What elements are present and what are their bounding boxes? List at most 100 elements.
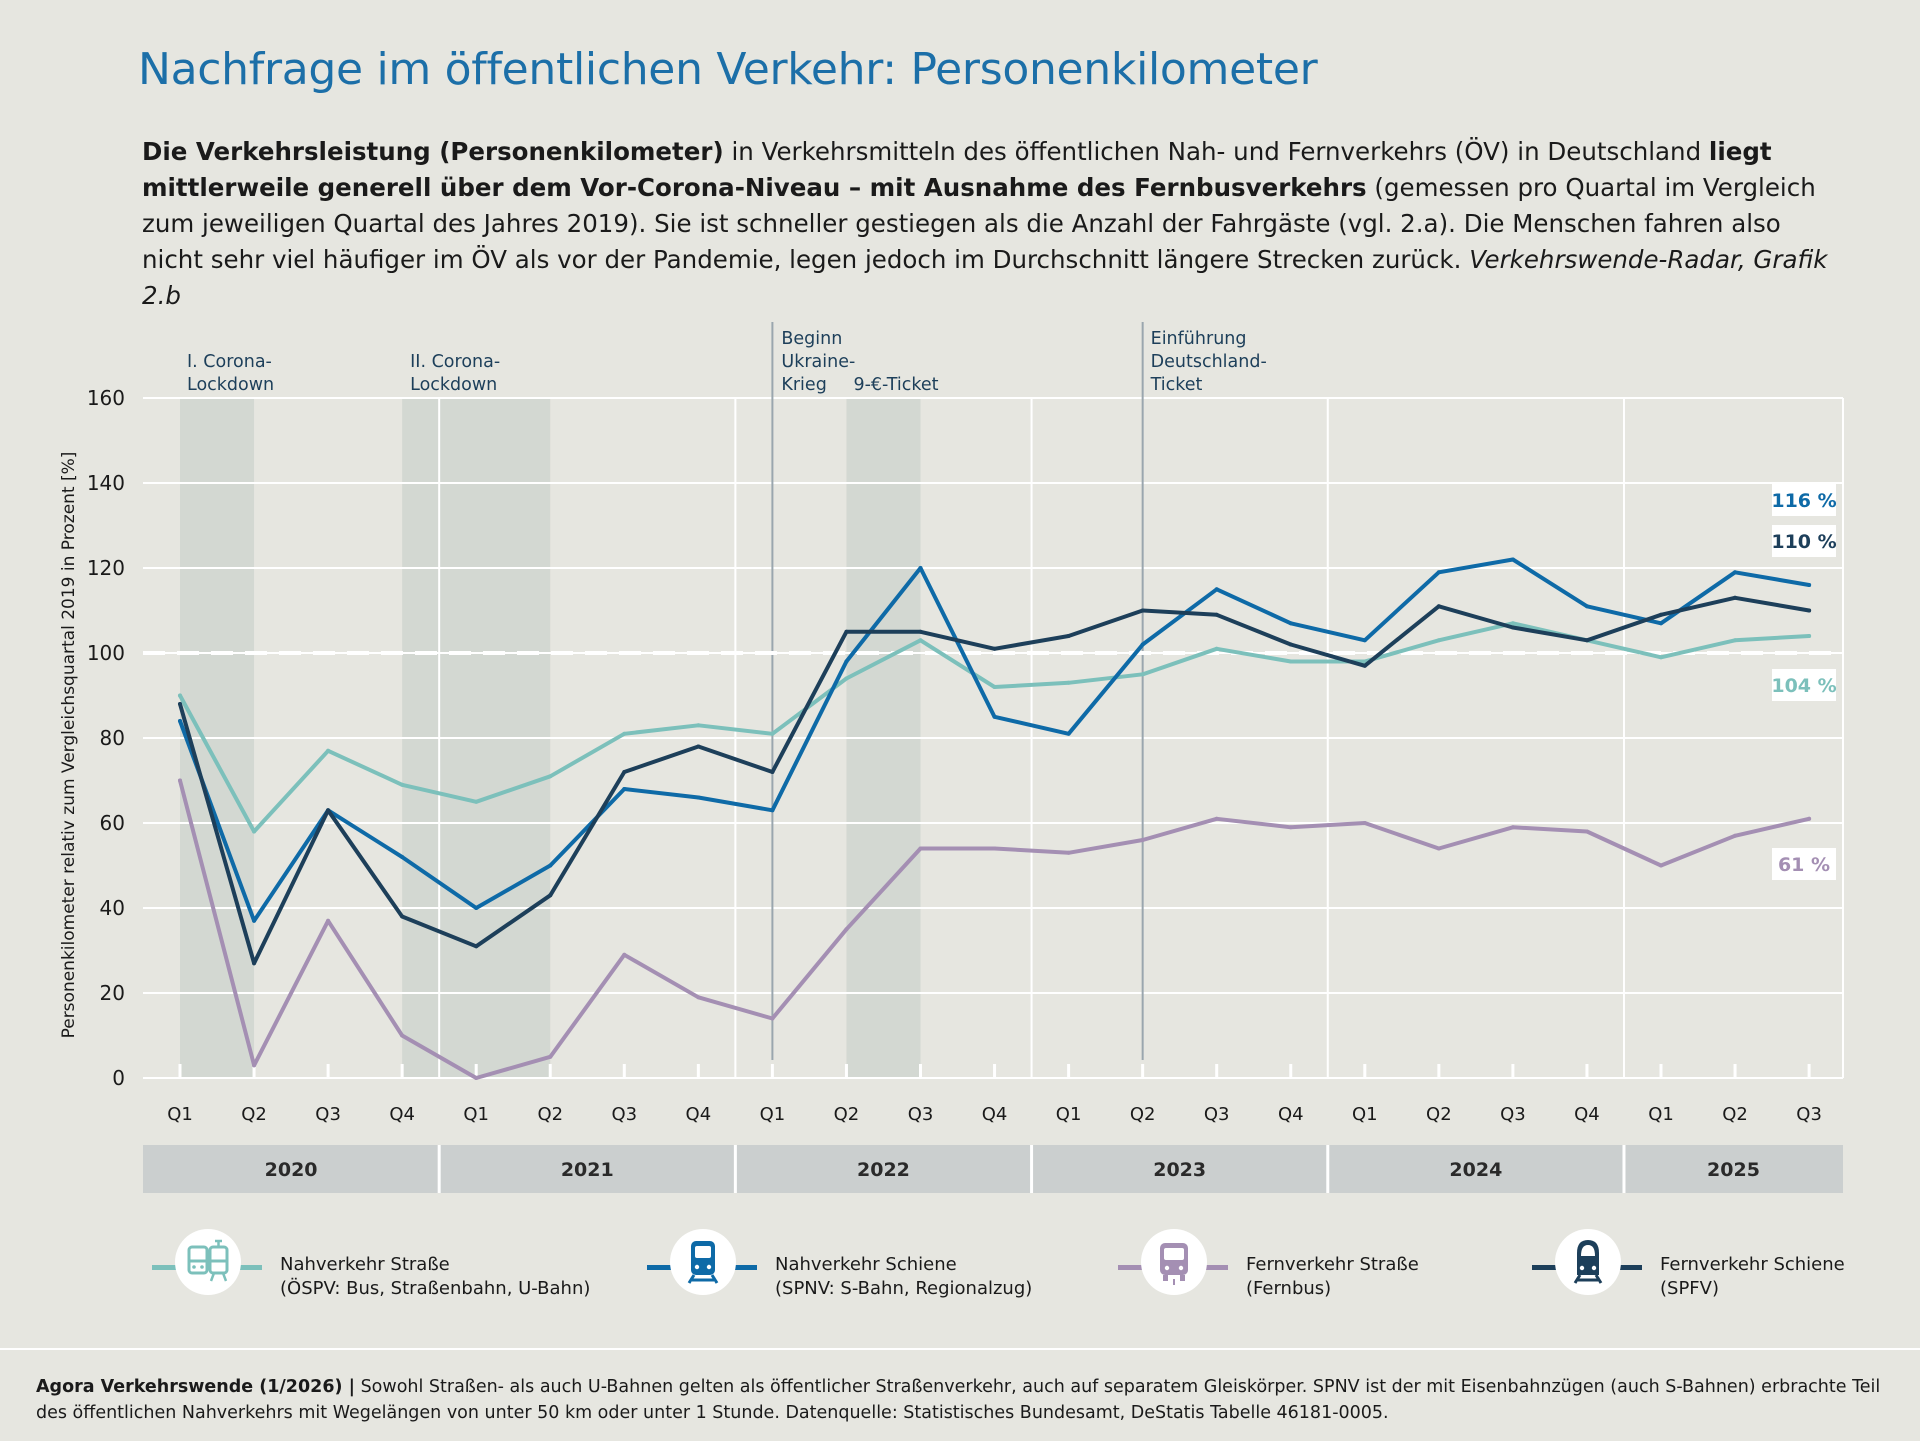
line-chart: 0 20 40 60 80 100 120 140 160 Personenkilometer … xyxy=(59,322,1844,1193)
x-tick-label: Q2 xyxy=(1426,1104,1452,1125)
data-point xyxy=(1807,583,1812,587)
data-point xyxy=(1288,642,1293,647)
legend-label-name: Nahverkehr Straße xyxy=(280,1254,450,1275)
data-point xyxy=(918,638,923,643)
data-point xyxy=(548,893,553,898)
x-tick-label: Q2 xyxy=(1722,1104,1748,1125)
x-tick-label: Q3 xyxy=(611,1104,637,1125)
x-tick-label: Q1 xyxy=(463,1104,489,1125)
event-lines xyxy=(771,322,1144,1060)
data-point xyxy=(1066,850,1071,855)
data-point xyxy=(252,829,257,834)
data-point xyxy=(400,782,405,787)
legend-label: Nahverkehr Schiene (SPNV: S-Bahn, Regiona… xyxy=(775,1253,1032,1301)
x-tick-label: Q4 xyxy=(1278,1104,1304,1125)
series-lines xyxy=(178,557,1812,1080)
year-label-2021: 2021 xyxy=(561,1159,614,1181)
high-speed-train-icon xyxy=(1555,1229,1621,1295)
data-point xyxy=(992,646,997,651)
legend-label-name: Nahverkehr Schiene xyxy=(775,1254,957,1275)
data-point xyxy=(1584,829,1589,834)
data-point xyxy=(1510,625,1515,630)
regional-train-icon xyxy=(670,1229,736,1295)
data-point xyxy=(696,744,701,749)
legend-item-1: Nahverkehr Schiene (SPNV: S-Bahn, Regiona… xyxy=(647,1225,1032,1315)
data-point xyxy=(1659,655,1663,660)
data-point xyxy=(1362,638,1367,643)
legend-label-name: Fernverkehr Schiene xyxy=(1660,1254,1845,1275)
footer-text: Agora Verkehrswende (1/2026) | Sowohl St… xyxy=(36,1374,1896,1426)
data-point xyxy=(400,914,405,919)
intro-bold-1: Die Verkehrsleistung (Personenkilometer) xyxy=(142,137,724,166)
data-point xyxy=(178,778,182,783)
x-tick-label: Q3 xyxy=(315,1104,341,1125)
data-point xyxy=(178,693,182,698)
x-tick-label: Q3 xyxy=(1500,1104,1526,1125)
data-point xyxy=(252,1063,257,1068)
data-point xyxy=(1140,672,1145,677)
data-point xyxy=(844,676,849,681)
legend-label-sub: (ÖSPV: Bus, Straßenbahn, U-Bahn) xyxy=(280,1278,591,1299)
annotation-lockdown-2: II. Corona-Lockdown xyxy=(410,352,500,395)
data-point xyxy=(1288,659,1293,664)
data-point xyxy=(1140,642,1145,647)
data-point xyxy=(1288,825,1293,830)
data-point xyxy=(1733,595,1738,600)
data-point xyxy=(548,774,553,779)
bus-tram-icon xyxy=(175,1229,241,1295)
data-point xyxy=(770,731,775,736)
x-tick-label: Q1 xyxy=(1056,1104,1082,1125)
x-tick-label: Q3 xyxy=(1796,1104,1822,1125)
legend-label-sub: (SPFV) xyxy=(1660,1278,1719,1299)
data-point xyxy=(1140,838,1145,842)
intro-paragraph: Die Verkehrsleistung (Personenkilometer)… xyxy=(142,134,1842,314)
data-point xyxy=(326,918,331,923)
annotation-deutschland-ticket: Einführung Deutschland-Ticket xyxy=(1150,329,1267,395)
annotations: I. Corona-Lockdown II. Corona-Lockdown 9-€… xyxy=(187,329,1267,395)
x-tick-label: Q2 xyxy=(834,1104,860,1125)
year-label-2024: 2024 xyxy=(1449,1159,1502,1181)
data-point xyxy=(178,702,182,706)
legend-label: Nahverkehr Straße (ÖSPV: Bus, Straßenbahn… xyxy=(280,1253,590,1301)
x-tick-label: Q4 xyxy=(389,1104,415,1125)
intro-text-2: (gemessen pro Quartal im Vergleich zum j… xyxy=(142,173,1816,274)
data-point xyxy=(1436,846,1441,851)
intro-text-1: in Verkehrsmitteln des öffentlichen Nah-… xyxy=(723,137,1709,166)
annotation-ukraine-war: Beginn Ukraine-Krieg xyxy=(781,329,855,395)
data-point xyxy=(1436,604,1441,609)
data-point xyxy=(992,685,997,689)
end-label-0: 104 % xyxy=(1771,675,1836,697)
data-point xyxy=(844,927,849,932)
data-point xyxy=(474,906,479,910)
data-point xyxy=(252,918,257,923)
data-point xyxy=(1066,634,1071,638)
end-label-box xyxy=(1772,484,1836,516)
data-point xyxy=(474,799,479,804)
legend-label: Fernverkehr Straße (Fernbus) xyxy=(1246,1253,1419,1301)
annotation-lockdown-1: I. Corona-Lockdown xyxy=(187,352,274,395)
x-tick-label: Q4 xyxy=(982,1104,1008,1125)
data-point xyxy=(992,714,997,719)
x-tick-label: Q1 xyxy=(167,1104,193,1125)
end-label-3: 110 % xyxy=(1771,531,1836,553)
data-point xyxy=(918,629,923,634)
data-point xyxy=(178,719,182,723)
data-point xyxy=(1140,608,1145,613)
x-tick-label: Q1 xyxy=(1352,1104,1378,1125)
year-label-2025: 2025 xyxy=(1707,1159,1760,1181)
data-point xyxy=(1733,570,1738,575)
chart-title: Nachfrage im öffentlichen Verkehr: Perso… xyxy=(138,44,1318,95)
y-tick-label: 80 xyxy=(100,726,125,750)
data-point xyxy=(1584,638,1589,643)
data-point xyxy=(1584,604,1589,609)
data-point xyxy=(1807,608,1812,613)
end-label-box xyxy=(1772,848,1836,880)
data-point xyxy=(622,952,627,957)
data-point xyxy=(622,770,627,774)
data-point xyxy=(1510,825,1515,830)
data-point xyxy=(326,808,331,813)
data-point xyxy=(622,731,627,736)
data-point xyxy=(1214,587,1219,592)
data-point xyxy=(696,995,701,1000)
data-point xyxy=(1733,833,1738,838)
